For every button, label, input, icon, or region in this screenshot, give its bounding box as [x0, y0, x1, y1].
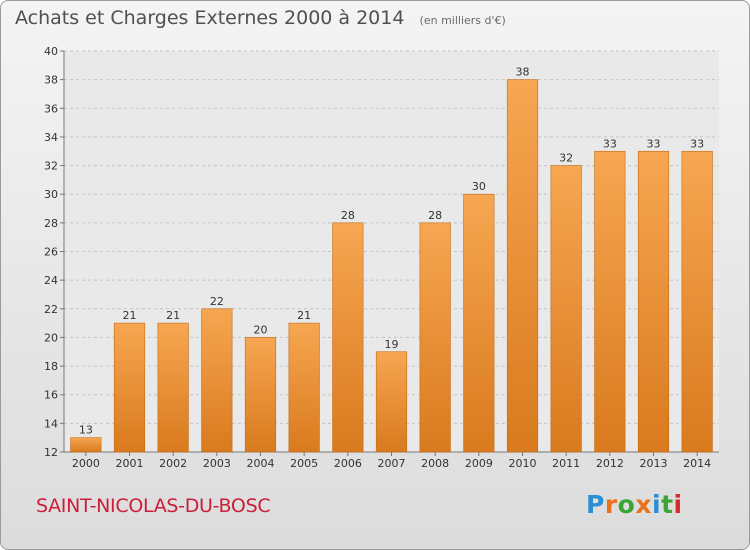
y-tick-label: 38 [44, 74, 58, 87]
data-label-2000: 13 [79, 424, 93, 437]
bar-2008 [419, 222, 451, 453]
x-tick-label-2003: 2003 [203, 457, 231, 470]
chart-title: Achats et Charges Externes 2000 à 2014 [15, 7, 405, 29]
logo-letter-2: o [617, 490, 636, 519]
x-tick-label-2013: 2013 [640, 457, 668, 470]
x-tick-label-2006: 2006 [334, 457, 362, 470]
logo-letter-4: i [652, 490, 662, 519]
data-label-2005: 21 [297, 309, 311, 322]
data-label-2008: 28 [428, 209, 442, 222]
x-tick-label-2007: 2007 [378, 457, 406, 470]
bar-2012 [594, 150, 626, 453]
bar-2009 [463, 193, 495, 453]
commune-name: SAINT-NICOLAS-DU-BOSC [36, 495, 271, 517]
bar-2011 [550, 165, 582, 453]
data-label-2007: 19 [385, 338, 399, 351]
bar-2006 [332, 222, 364, 453]
bar-2010 [506, 79, 539, 453]
data-label-2006: 28 [341, 209, 355, 222]
x-tick-label-2000: 2000 [72, 457, 100, 470]
y-tick-label: 30 [44, 188, 58, 201]
logo-letter-6: i [673, 490, 683, 519]
y-tick-label: 22 [44, 303, 58, 316]
data-label-2014: 33 [690, 137, 704, 150]
data-label-2002: 21 [166, 309, 180, 322]
logo-letter-1: r [604, 490, 618, 519]
y-tick-label: 34 [44, 131, 58, 144]
data-label-2012: 33 [603, 137, 617, 150]
x-tick-label-2010: 2010 [509, 457, 537, 470]
x-tick-label-2005: 2005 [290, 457, 318, 470]
y-tick-label: 24 [44, 274, 58, 287]
bar-2000 [70, 437, 102, 453]
data-label-2004: 20 [254, 323, 268, 336]
title-row: Achats et Charges Externes 2000 à 2014 (… [15, 7, 506, 29]
y-tick-label: 14 [44, 417, 58, 430]
x-tick-label-2014: 2014 [683, 457, 711, 470]
logo-letter-3: x [635, 490, 652, 519]
y-tick-label: 18 [44, 360, 58, 373]
y-tick-label: 28 [44, 217, 58, 230]
y-tick-label: 20 [44, 331, 58, 344]
data-label-2010: 38 [516, 66, 530, 79]
bar-2002 [157, 322, 189, 453]
x-tick-label-2012: 2012 [596, 457, 624, 470]
x-tick-label-2011: 2011 [552, 457, 580, 470]
logo-letter-0: P [586, 490, 605, 519]
data-label-2003: 22 [210, 295, 224, 308]
bar-2004 [244, 337, 277, 453]
x-tick-label-2001: 2001 [116, 457, 144, 470]
bar-2014 [681, 150, 713, 453]
bar-2013 [637, 150, 670, 453]
y-tick-label: 36 [44, 102, 58, 115]
bar-2005 [288, 322, 320, 453]
y-tick-label: 40 [44, 45, 58, 58]
x-tick-label-2009: 2009 [465, 457, 493, 470]
y-tick-label: 26 [44, 246, 58, 259]
x-tick-label-2004: 2004 [247, 457, 275, 470]
chart-unit-note: (en milliers d'€) [419, 14, 506, 27]
logo-letter-5: t [661, 490, 674, 519]
data-label-2013: 33 [647, 137, 661, 150]
y-tick-label: 16 [44, 389, 58, 402]
x-tick-label-2008: 2008 [421, 457, 449, 470]
bar-2007 [375, 351, 408, 453]
data-label-2009: 30 [472, 180, 486, 193]
y-tick-label: 12 [44, 446, 58, 459]
data-label-2011: 32 [559, 152, 573, 165]
data-label-2001: 21 [123, 309, 137, 322]
bar-2003 [201, 308, 233, 453]
bar-2001 [113, 322, 146, 453]
y-tick-label: 32 [44, 160, 58, 173]
x-tick-label-2002: 2002 [159, 457, 187, 470]
